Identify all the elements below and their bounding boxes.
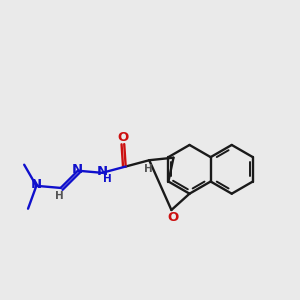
Text: H: H — [55, 191, 64, 201]
Text: O: O — [117, 131, 128, 144]
Text: N: N — [97, 165, 108, 178]
Text: N: N — [31, 178, 42, 191]
Text: H: H — [103, 174, 112, 184]
Text: H: H — [144, 164, 153, 173]
Text: O: O — [167, 211, 178, 224]
Text: N: N — [72, 163, 83, 176]
